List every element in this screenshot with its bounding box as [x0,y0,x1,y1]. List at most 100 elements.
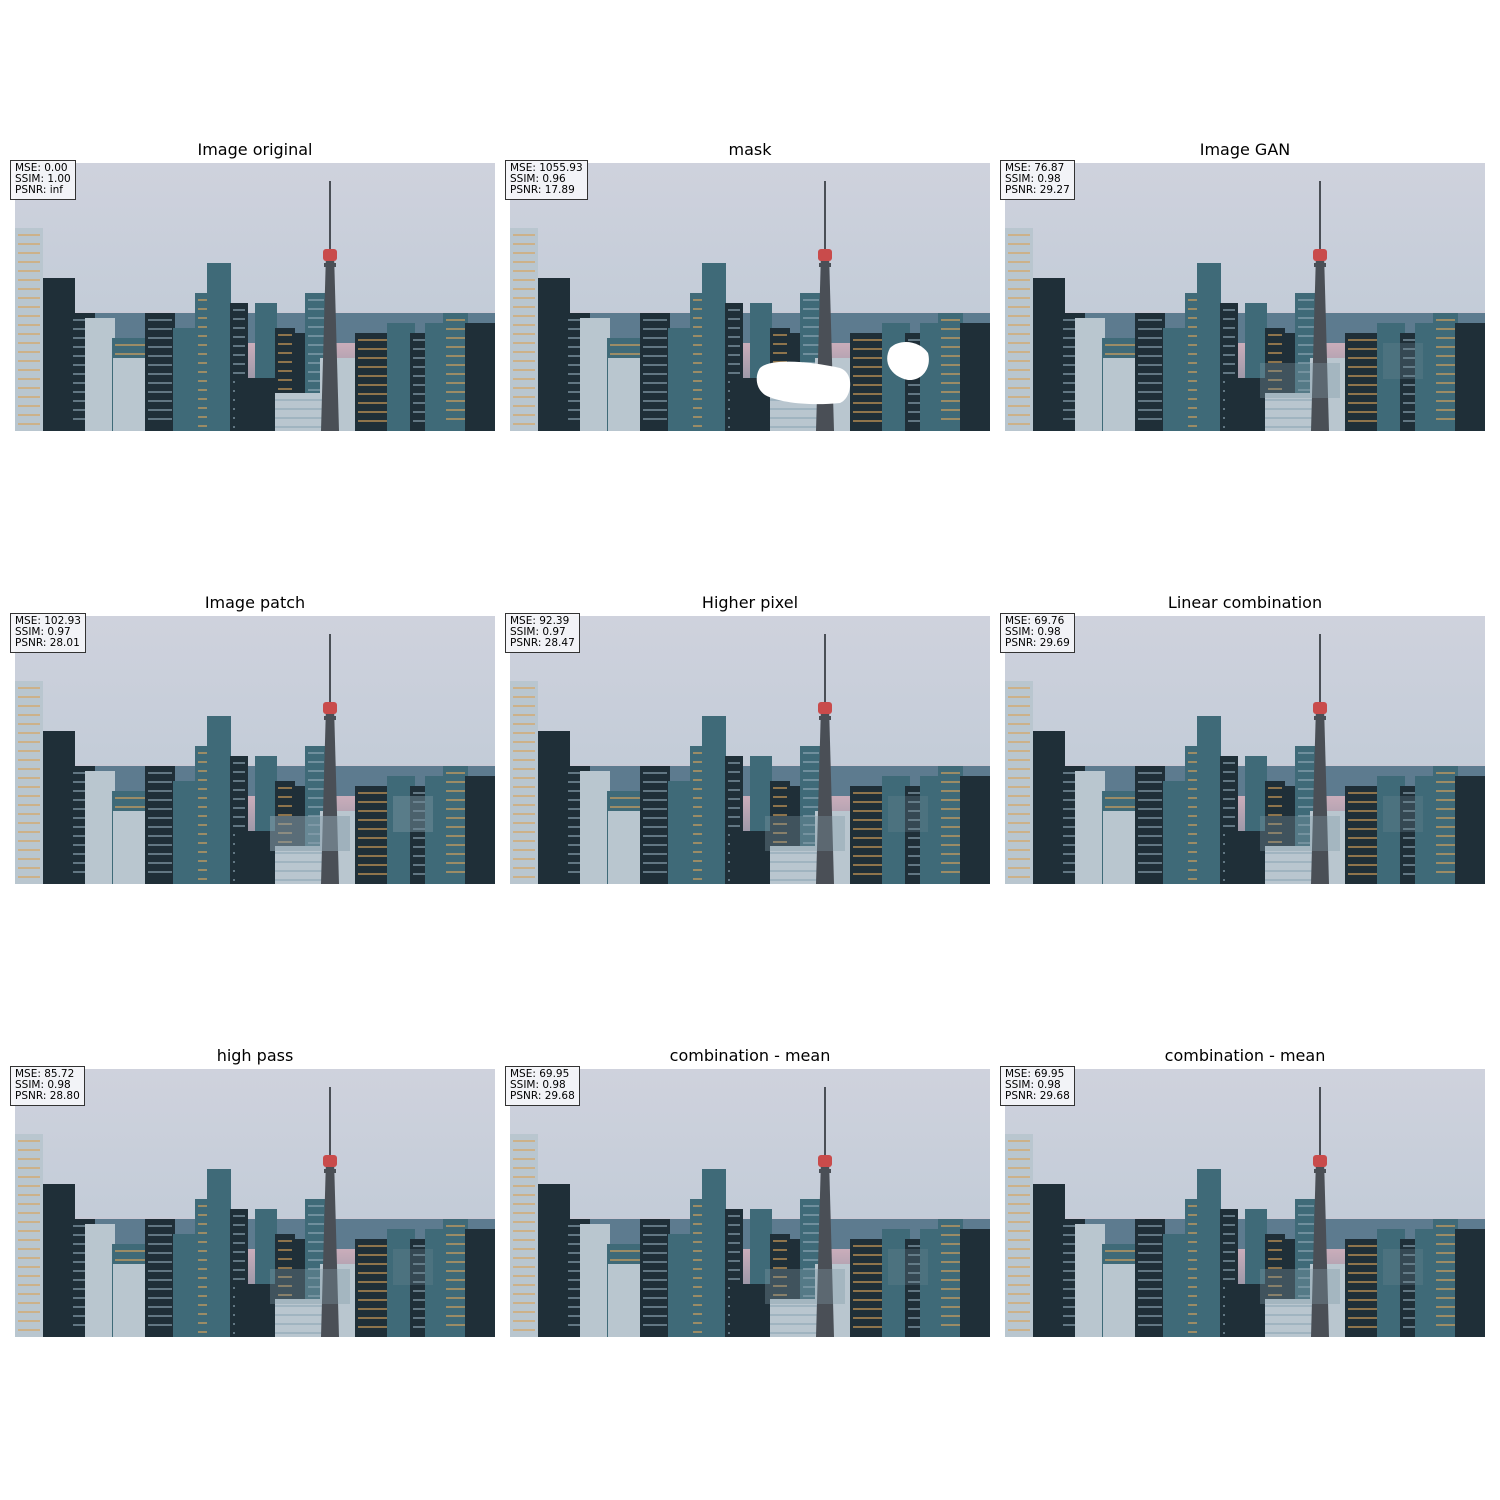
building [640,1219,670,1337]
panel-title: Linear combination [1167,593,1323,612]
metrics-box: MSE: 0.00 SSIM: 1.00 PSNR: inf [10,160,76,200]
building [1075,771,1105,884]
building [538,278,570,431]
building [1415,323,1435,431]
metrics-box: MSE: 1055.93 SSIM: 0.96 PSNR: 17.89 [505,160,588,200]
ssim-text: SSIM: 0.97 [510,626,566,638]
psnr-text: PSNR: 29.68 [510,1090,575,1102]
building [465,323,495,431]
mse-text: MSE: 76.87 [1005,162,1065,174]
building [15,228,43,431]
building [207,1169,231,1337]
psnr-text: PSNR: 17.89 [510,184,575,196]
city-image [1005,1069,1485,1337]
city-image [1005,616,1485,884]
inpainted-region [765,1249,928,1304]
panel-title: combination - mean [669,1046,831,1065]
mse-text: MSE: 102.93 [15,615,81,627]
building [1225,831,1265,884]
psnr-text: PSNR: 28.80 [15,1090,80,1102]
building [668,1234,693,1337]
building [920,323,940,431]
metrics-box: MSE: 69.95 SSIM: 0.98 PSNR: 29.68 [505,1066,580,1106]
psnr-text: PSNR: 28.47 [510,637,575,649]
building [1415,1229,1435,1337]
building [850,786,885,884]
building [207,716,231,884]
building [1433,766,1458,884]
building [1433,313,1458,431]
building [235,831,275,884]
building [1135,313,1165,431]
metrics-box: MSE: 102.93 SSIM: 0.97 PSNR: 28.01 [10,613,86,653]
building [1005,1134,1033,1337]
city-image [1005,163,1485,431]
inpainted-region [270,1249,433,1304]
building [730,1284,770,1337]
building [443,766,468,884]
mse-text: MSE: 69.95 [510,1068,570,1080]
mse-text: MSE: 69.76 [1005,615,1065,627]
city-image [510,616,990,884]
building [425,1229,445,1337]
building [43,1184,75,1337]
metrics-box: MSE: 69.76 SSIM: 0.98 PSNR: 29.69 [1000,613,1075,653]
building [1225,378,1265,431]
inpainted-region [1260,1249,1423,1304]
cn-tower [1311,1087,1329,1337]
building [960,323,990,431]
building [538,731,570,884]
metrics-box: MSE: 92.39 SSIM: 0.97 PSNR: 28.47 [505,613,580,653]
panel-title: Image original [197,140,313,159]
building [510,1134,538,1337]
building [640,313,670,431]
building [1455,776,1485,884]
psnr-text: PSNR: 29.27 [1005,184,1070,196]
building [850,1239,885,1337]
building [15,681,43,884]
building [1225,1284,1265,1337]
building [145,313,175,431]
building [173,328,198,431]
building [443,313,468,431]
building [1455,1229,1485,1337]
building [1135,766,1165,884]
building [702,716,726,884]
mse-text: MSE: 85.72 [15,1068,75,1080]
building [960,1229,990,1337]
building [668,781,693,884]
cn-tower [1311,634,1329,884]
cn-tower [321,181,339,431]
panel-title: Image GAN [1199,140,1291,159]
building [15,1134,43,1337]
cn-tower [816,634,834,884]
building [960,776,990,884]
building [1197,1169,1221,1337]
building [850,333,885,431]
building [938,313,963,431]
building [355,786,390,884]
psnr-text: PSNR: inf [15,184,63,196]
metrics-box: MSE: 69.95 SSIM: 0.98 PSNR: 29.68 [1000,1066,1075,1106]
panel-title: mask [728,140,772,159]
mask-regions [756,341,929,405]
inpainted-region [765,796,928,851]
building [235,378,275,431]
metrics-box: MSE: 85.72 SSIM: 0.98 PSNR: 28.80 [10,1066,85,1106]
building [465,776,495,884]
building [173,781,198,884]
city-image [15,616,495,884]
building [640,766,670,884]
panel-title: Higher pixel [701,593,799,612]
building [580,1224,610,1337]
building [938,766,963,884]
psnr-text: PSNR: 28.01 [15,637,80,649]
building [85,1224,115,1337]
building [1163,328,1188,431]
ssim-text: SSIM: 1.00 [15,173,71,185]
building [580,771,610,884]
mse-text: MSE: 69.95 [1005,1068,1065,1080]
ssim-text: SSIM: 0.97 [15,626,71,638]
building [1033,731,1065,884]
building [702,263,726,431]
